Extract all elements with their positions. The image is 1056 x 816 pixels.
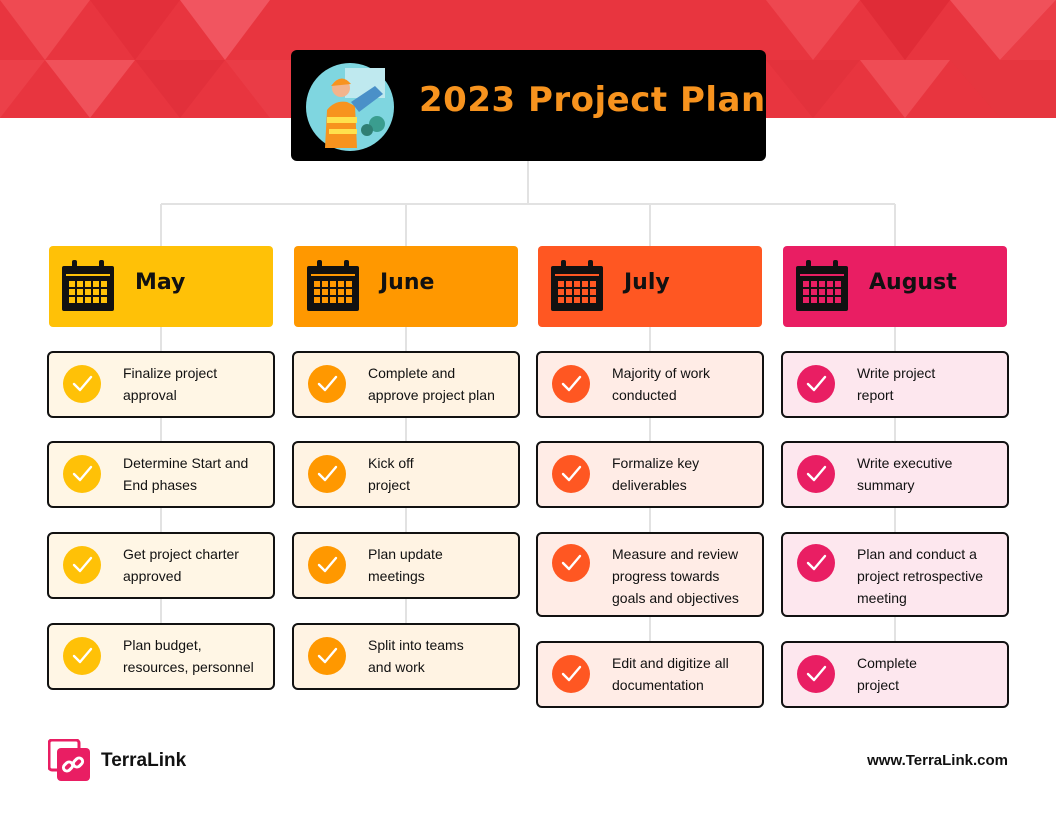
task-card: Edit and digitize all documentation — [536, 641, 764, 708]
task-card: Complete project — [781, 641, 1009, 708]
task-text: Split into teams and work — [368, 637, 464, 675]
month-header-june: June — [294, 246, 518, 327]
checkmark-icon — [63, 637, 101, 675]
calendar-icon — [307, 260, 359, 311]
calendar-icon — [796, 260, 848, 311]
month-label: June — [380, 270, 435, 295]
terralink-logo-icon — [48, 739, 90, 781]
checkmark-icon — [63, 546, 101, 584]
task-text: Write executive summary — [857, 455, 953, 493]
checkmark-icon — [797, 365, 835, 403]
footer-brand: TerraLink — [101, 750, 187, 771]
task-card: Split into teams and work — [292, 623, 520, 690]
task-card: Kick off project — [292, 441, 520, 508]
checkmark-icon — [308, 637, 346, 675]
month-header-may: May — [49, 246, 273, 327]
worker-illustration — [306, 63, 394, 151]
task-text: Finalize project approval — [123, 365, 218, 403]
checkmark-icon — [552, 455, 590, 493]
task-card: Get project charter approved — [47, 532, 275, 599]
task-text: Plan budget, resources, personnel — [123, 637, 254, 675]
month-header-july: July — [538, 246, 762, 327]
task-text: Measure and review progress towards goal… — [612, 546, 739, 606]
task-card: Plan and conduct a project retrospective… — [781, 532, 1009, 617]
calendar-icon — [551, 260, 603, 311]
footer-url[interactable]: www.TerraLink.com — [867, 752, 1008, 769]
task-text: Complete project — [857, 655, 917, 693]
month-label: July — [624, 270, 670, 295]
page-title: 2023 Project Plan — [419, 80, 766, 120]
task-text: Kick off project — [368, 455, 414, 493]
task-card: Write project report — [781, 351, 1009, 418]
task-card: Finalize project approval — [47, 351, 275, 418]
checkmark-icon — [63, 455, 101, 493]
task-text: Formalize key deliverables — [612, 455, 700, 493]
task-text: Edit and digitize all documentation — [612, 655, 729, 693]
checkmark-icon — [552, 365, 590, 403]
month-label: May — [135, 270, 186, 295]
header-banner — [0, 0, 1056, 118]
checkmark-icon — [308, 365, 346, 403]
task-text: Write project report — [857, 365, 936, 403]
task-text: Determine Start and End phases — [123, 455, 249, 493]
task-text: Plan update meetings — [368, 546, 443, 584]
checkmark-icon — [552, 655, 590, 693]
task-text: Get project charter approved — [123, 546, 239, 584]
checkmark-icon — [797, 455, 835, 493]
task-card: Determine Start and End phases — [47, 441, 275, 508]
checkmark-icon — [308, 455, 346, 493]
checkmark-icon — [797, 544, 835, 582]
task-text: Complete and approve project plan — [368, 365, 495, 403]
task-card: Measure and review progress towards goal… — [536, 532, 764, 617]
task-card: Complete and approve project plan — [292, 351, 520, 418]
task-card: Plan budget, resources, personnel — [47, 623, 275, 690]
title-box: 2023 Project Plan — [291, 50, 766, 161]
task-card: Plan update meetings — [292, 532, 520, 599]
calendar-icon — [62, 260, 114, 311]
checkmark-icon — [797, 655, 835, 693]
checkmark-icon — [308, 546, 346, 584]
checkmark-icon — [63, 365, 101, 403]
month-header-august: August — [783, 246, 1007, 327]
task-text: Plan and conduct a project retrospective… — [857, 546, 984, 606]
task-card: Write executive summary — [781, 441, 1009, 508]
checkmark-icon — [552, 544, 590, 582]
task-card: Majority of work conducted — [536, 351, 764, 418]
month-label: August — [869, 270, 957, 295]
task-text: Majority of work conducted — [612, 365, 711, 403]
task-card: Formalize key deliverables — [536, 441, 764, 508]
